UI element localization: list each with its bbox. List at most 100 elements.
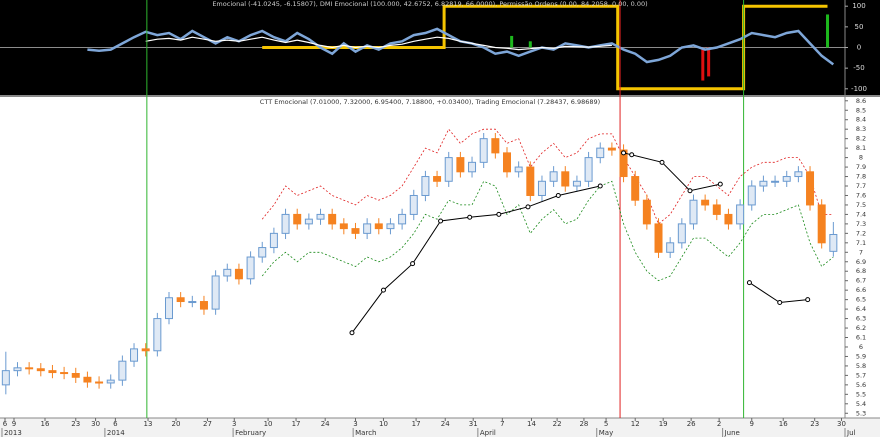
candle-body <box>269 232 278 249</box>
candle-body <box>141 348 150 352</box>
panel-divider <box>0 95 880 97</box>
candle-body <box>701 199 710 206</box>
band-line <box>261 128 834 225</box>
month-label: 2013 <box>4 429 22 437</box>
candle-body <box>689 199 698 225</box>
trading-point <box>525 204 531 210</box>
x-tick-label: 16 <box>41 420 50 428</box>
candle-body <box>363 223 372 234</box>
candle-body <box>60 372 69 375</box>
trading-point <box>687 188 693 194</box>
candle-body <box>48 370 57 374</box>
x-tick-label: 19 <box>659 420 668 428</box>
candle-body <box>1 370 10 386</box>
trading-point <box>805 297 811 303</box>
candle-body <box>188 301 197 304</box>
x-tick-label: 28 <box>579 420 588 428</box>
candle-body <box>118 360 127 381</box>
candle-body <box>421 176 430 196</box>
trading-point <box>555 192 561 198</box>
candle-body <box>584 157 593 182</box>
candle-body <box>479 138 488 163</box>
y-tick-label: 8.3 <box>856 125 866 133</box>
candle-body <box>782 176 791 182</box>
x-tick-label: 9 <box>12 420 16 428</box>
trading-point <box>349 330 355 336</box>
candle-body <box>258 247 267 258</box>
y-tick-label: 6.4 <box>856 305 866 313</box>
y-tick-label: 5.8 <box>856 362 866 370</box>
trading-point <box>467 214 473 220</box>
candle-body <box>607 147 616 151</box>
x-tick-label: 10 <box>264 420 273 428</box>
y-tick-label: 0 <box>857 44 861 52</box>
trading-point <box>438 218 444 224</box>
x-tick-label: 3 <box>353 420 357 428</box>
month-label: March <box>355 429 376 437</box>
month-label: June <box>724 429 740 437</box>
y-tick-label: 8.6 <box>856 97 866 105</box>
candle-body <box>304 218 313 225</box>
trading-point <box>717 181 723 187</box>
y-tick-label: 6.9 <box>856 258 866 266</box>
candle-body <box>677 223 686 244</box>
x-tick-label: 24 <box>441 420 450 428</box>
candle-body <box>223 268 232 277</box>
y-tick-label: 7.5 <box>856 201 866 209</box>
x-tick-label: 6 <box>3 420 8 428</box>
x-tick-label: 12 <box>631 420 640 428</box>
candle-body <box>642 199 651 225</box>
candle-body <box>281 213 290 234</box>
x-tick-label: 14 <box>527 420 536 428</box>
x-tick-label: 31 <box>469 420 478 428</box>
candle-body <box>409 194 418 215</box>
candle-body <box>71 372 80 378</box>
price-title: CTT Emocional (7.01000, 7.32000, 6.95400… <box>260 98 600 106</box>
y-tick-label: 5.4 <box>856 400 866 408</box>
y-tick-label: 7.4 <box>856 210 866 218</box>
y-tick-label: 5.5 <box>856 390 866 398</box>
candle-body <box>526 166 535 196</box>
candle-body <box>771 180 780 183</box>
y-tick-label: -100 <box>851 85 867 93</box>
month-label: May <box>599 429 613 437</box>
candle-body <box>654 223 663 253</box>
candle-body <box>211 275 220 310</box>
x-tick-label: 10 <box>379 420 388 428</box>
y-tick-label: 7.1 <box>856 239 866 247</box>
y-tick-label: 6.3 <box>856 315 866 323</box>
x-tick-label: 17 <box>292 420 301 428</box>
candle-body <box>25 367 34 370</box>
x-tick-label: 30 <box>837 420 846 428</box>
y-tick-label: 8.1 <box>856 144 866 152</box>
y-tick-label: 7.3 <box>856 220 866 228</box>
oscillator-title: Emocional (-41.0245, -6.15807), DMI Emoc… <box>212 0 647 8</box>
candle-body <box>316 213 325 220</box>
candle-body <box>514 166 523 173</box>
candle-body <box>433 176 442 182</box>
candle-body <box>572 180 581 187</box>
x-tick-label: 6 <box>113 420 118 428</box>
candle-body <box>95 381 104 384</box>
y-tick-label: 7.8 <box>856 173 866 181</box>
month-label: April <box>480 429 496 437</box>
candle-body <box>199 301 208 310</box>
x-tick-label: 13 <box>144 420 153 428</box>
trading-point <box>380 287 386 293</box>
month-label: February <box>235 429 266 437</box>
candle-body <box>328 213 337 225</box>
candle-body <box>596 147 605 159</box>
month-label: 2014 <box>107 429 125 437</box>
candle-body <box>36 368 45 372</box>
signal-bar <box>510 35 514 48</box>
time-axis <box>0 418 880 437</box>
trading-point <box>629 152 635 158</box>
candle-body <box>106 379 115 384</box>
candle-body <box>374 223 383 230</box>
y-tick-label: 50 <box>855 23 864 31</box>
x-tick-label: 27 <box>203 420 212 428</box>
x-tick-label: 16 <box>779 420 788 428</box>
x-tick-label: 23 <box>810 420 819 428</box>
candle-body <box>561 171 570 187</box>
